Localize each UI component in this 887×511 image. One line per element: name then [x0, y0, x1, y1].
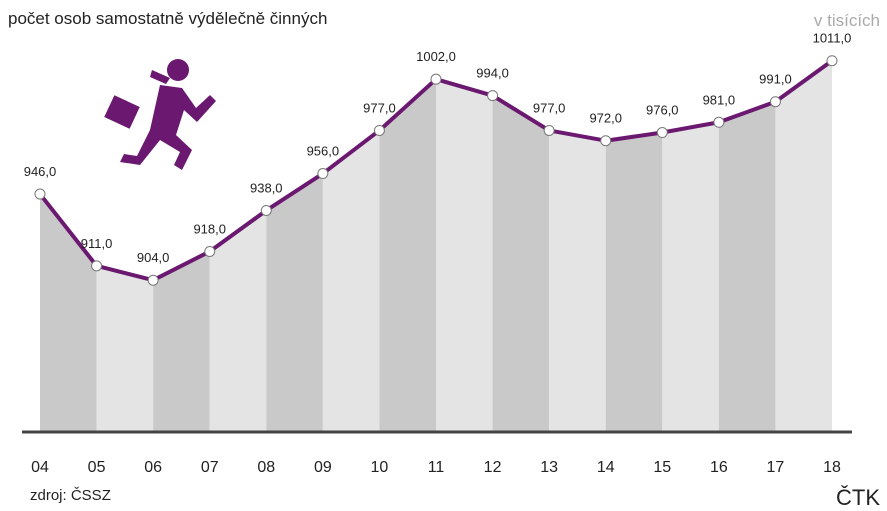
- value-label: 938,0: [250, 180, 283, 195]
- point: [91, 260, 103, 272]
- x-tick-label: 08: [257, 459, 275, 476]
- credit: ČTK: [836, 485, 880, 510]
- value-label: 977,0: [363, 100, 396, 115]
- x-tick-label: 15: [653, 459, 671, 476]
- source: zdroj: ČSSZ: [30, 487, 111, 504]
- area-band: [153, 251, 210, 432]
- x-tick-label: 11: [428, 459, 445, 476]
- point: [373, 124, 385, 136]
- point: [147, 274, 159, 286]
- point: [656, 127, 668, 139]
- point: [430, 73, 442, 85]
- x-tick-label: 18: [823, 459, 841, 476]
- x-tick-label: 17: [767, 459, 785, 476]
- area-band: [266, 173, 323, 433]
- area-band: [718, 101, 776, 432]
- area-band: [322, 130, 380, 432]
- x-tick-label: 05: [88, 459, 106, 476]
- x-tick-label: 13: [540, 459, 558, 476]
- value-label: 1011,0: [813, 31, 852, 46]
- value-label: 1002,0: [416, 49, 456, 64]
- area-band: [662, 122, 719, 432]
- value-label: 981,0: [703, 92, 736, 107]
- x-tick-label: 14: [597, 459, 615, 476]
- value-label: 956,0: [307, 144, 340, 159]
- value-label: 976,0: [646, 103, 679, 118]
- value-label: 918,0: [193, 221, 226, 236]
- chart-title: počet osob samostatně výdělečně činných: [8, 9, 327, 28]
- value-label: 994,0: [476, 66, 509, 81]
- area-band: [775, 60, 832, 432]
- point: [317, 168, 329, 180]
- area-band: [40, 194, 97, 432]
- x-tick-label: 07: [201, 459, 219, 476]
- area-band: [96, 265, 154, 432]
- x-tick-label: 09: [314, 459, 332, 476]
- x-tick-label: 04: [31, 459, 49, 476]
- plot: 946,0 04 911,0 05 904,0 06 918,0 07 938,0 08 956,0…: [22, 31, 852, 476]
- area-band: [209, 210, 267, 432]
- point: [543, 124, 555, 136]
- value-label: 911,0: [81, 236, 113, 251]
- point: [826, 55, 838, 67]
- area-band: [379, 79, 436, 432]
- unit-label: v tisících: [814, 11, 880, 30]
- value-label: 972,0: [589, 111, 622, 126]
- point: [204, 245, 216, 257]
- x-tick-label: 06: [144, 459, 162, 476]
- area-band: [605, 132, 663, 432]
- point: [713, 116, 725, 128]
- value-label: 977,0: [533, 100, 566, 115]
- x-tick-label: 16: [710, 459, 728, 476]
- area-band: [436, 79, 493, 432]
- value-label: 991,0: [759, 72, 792, 87]
- point: [769, 96, 781, 108]
- point: [260, 204, 272, 216]
- value-label: 904,0: [137, 250, 170, 265]
- area-band: [492, 95, 550, 432]
- point: [34, 188, 46, 200]
- point: [600, 135, 612, 147]
- point: [487, 90, 499, 102]
- x-tick-label: 12: [484, 459, 502, 476]
- runner-icon: [104, 59, 216, 170]
- value-label: 946,0: [24, 164, 57, 179]
- x-tick-label: 10: [371, 459, 389, 476]
- area-band: [549, 130, 606, 432]
